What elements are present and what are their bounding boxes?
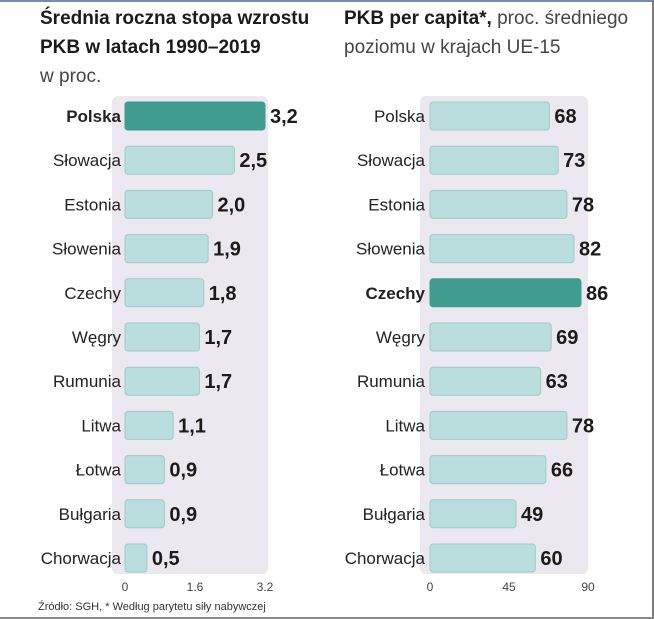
bar	[124, 189, 213, 219]
value-label: 3,2	[270, 106, 298, 128]
category-label: Polska	[66, 107, 121, 126]
bar	[429, 278, 582, 308]
chart-2-header: PKB per capita*, proc. średniego poziomu…	[344, 4, 644, 62]
bar	[429, 234, 575, 264]
value-label: 78	[572, 194, 594, 216]
tick-label: 90	[581, 580, 595, 594]
value-label: 1,7	[204, 327, 232, 349]
category-label: Łotwa	[380, 461, 426, 480]
value-label: 1,8	[209, 283, 237, 305]
chart-1-header: Średnia roczna stopa wzrostu PKB w latac…	[40, 4, 330, 91]
value-label: 73	[563, 150, 585, 172]
category-label: Rumunia	[53, 372, 122, 391]
category-label: Węgry	[72, 328, 122, 347]
value-label: 68	[554, 106, 576, 128]
category-label: Łotwa	[76, 461, 122, 480]
bar	[124, 145, 235, 175]
category-label: Bułgaria	[363, 505, 426, 524]
category-label: Estonia	[64, 195, 121, 214]
bar	[429, 145, 559, 175]
value-label: 60	[540, 548, 562, 570]
bar	[429, 322, 552, 352]
top-border	[0, 0, 654, 2]
category-label: Litwa	[385, 416, 425, 435]
right-border	[652, 0, 654, 619]
value-label: 0,9	[169, 504, 197, 526]
value-label: 0,9	[169, 460, 197, 482]
source-note: Źródło: SGH, * Według parytetu siły naby…	[38, 601, 266, 613]
category-label: Chorwacja	[345, 549, 426, 568]
tick-label: 1.6	[187, 580, 204, 594]
bar	[429, 101, 550, 131]
bar	[429, 499, 517, 529]
bar	[429, 543, 536, 573]
chart-2-title: PKB per capita*,	[344, 8, 492, 29]
bar	[124, 543, 148, 573]
bar	[124, 101, 266, 131]
chart-1-subtitle: w proc.	[40, 66, 102, 87]
value-label: 1,1	[178, 415, 206, 437]
tick-label: 45	[502, 580, 516, 594]
value-label: 86	[586, 283, 608, 305]
category-label: Polska	[374, 107, 426, 126]
category-label: Chorwacja	[41, 549, 122, 568]
category-label: Rumunia	[357, 372, 426, 391]
value-label: 78	[572, 415, 594, 437]
tick-label: 0	[427, 580, 434, 594]
value-label: 2,0	[218, 194, 246, 216]
category-label: Słowacja	[53, 151, 122, 170]
bar	[429, 455, 547, 485]
bar	[124, 455, 165, 485]
category-label: Estonia	[368, 195, 425, 214]
value-label: 69	[556, 327, 578, 349]
bar	[124, 322, 200, 352]
bar	[429, 410, 568, 440]
value-label: 1,9	[213, 239, 241, 261]
bar	[124, 234, 209, 264]
value-label: 63	[546, 371, 568, 393]
value-label: 82	[579, 239, 601, 261]
bar	[429, 366, 542, 396]
category-label: Czechy	[64, 284, 121, 303]
value-label: 1,7	[204, 371, 232, 393]
category-label: Słowenia	[52, 240, 122, 259]
bar	[124, 499, 165, 529]
category-label: Czechy	[365, 284, 425, 303]
category-label: Węgry	[376, 328, 426, 347]
chart-2-subtitle: proc. średniego poziomu w krajach UE-15	[344, 8, 629, 58]
bar	[124, 366, 200, 396]
chart-1-title: Średnia roczna stopa wzrostu PKB w latac…	[40, 8, 310, 58]
bar	[429, 189, 568, 219]
value-label: 49	[521, 504, 543, 526]
value-label: 66	[551, 460, 573, 482]
category-label: Słowenia	[356, 240, 426, 259]
tick-label: 3.2	[257, 580, 274, 594]
value-label: 2,5	[239, 150, 267, 172]
category-label: Litwa	[81, 416, 121, 435]
bar	[124, 278, 205, 308]
bar	[124, 410, 174, 440]
category-label: Słowacja	[357, 151, 426, 170]
tick-label: 0	[122, 580, 129, 594]
category-label: Bułgaria	[59, 505, 122, 524]
value-label: 0,5	[152, 548, 180, 570]
bottom-border	[0, 617, 654, 619]
